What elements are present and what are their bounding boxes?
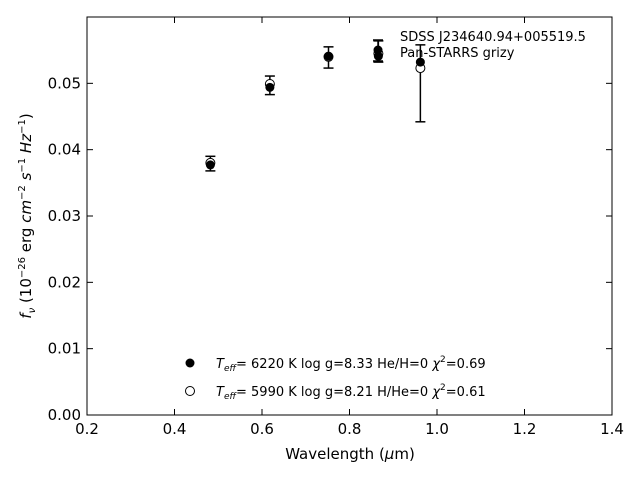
x-tick-label: 0.4 (163, 420, 187, 438)
y-tick-label: 0.04 (48, 141, 81, 159)
x-tick-label: 0.6 (250, 420, 274, 438)
y-tick-label: 0.03 (48, 207, 81, 225)
filled-marker (205, 160, 215, 170)
x-tick-label: 1.4 (600, 420, 624, 438)
data-markers (205, 48, 426, 170)
y-axis-ticks: 0.00 0.01 0.02 0.03 0.04 0.05 (48, 74, 612, 424)
observed-legend-line2: Pan-STARRS grizy (400, 46, 515, 61)
observed-legend-line1: SDSS J234640.94+005519.5 (400, 30, 586, 45)
y-tick-label: 0.02 (48, 273, 81, 291)
error-bars (205, 40, 426, 172)
filled-marker (265, 82, 275, 92)
model-legend-filled-marker (185, 358, 195, 368)
model-legend-open-marker (185, 386, 195, 396)
x-tick-label: 1.0 (425, 420, 449, 438)
observed-legend: SDSS J234640.94+005519.5 Pan-STARRS griz… (373, 30, 586, 62)
x-axis-ticks: 0.2 0.4 0.6 0.8 1.0 1.2 1.4 (75, 17, 624, 438)
y-tick-label: 0.00 (48, 406, 81, 424)
y-tick-label: 0.05 (48, 74, 81, 92)
x-tick-label: 0.2 (75, 420, 99, 438)
model-legend: Teff= 6220 K log g=8.33 He/H=0 χ2=0.69 T… (185, 355, 486, 402)
observed-legend-marker (373, 45, 383, 55)
filled-marker (415, 57, 425, 67)
y-tick-label: 0.01 (48, 340, 81, 358)
plot-frame (86, 16, 613, 416)
y-axis-label: fν (10−26 erg cm−2 s−1 Hz−1) (17, 113, 38, 318)
model-legend-entry-1: Teff= 6220 K log g=8.33 He/H=0 χ2=0.69 (216, 355, 486, 374)
model-legend-entry-2: Teff= 5990 K log g=8.21 H/He=0 χ2=0.61 (216, 383, 486, 402)
x-axis-label: Wavelength (μm) (285, 445, 415, 463)
filled-marker (324, 51, 333, 61)
x-tick-label: 0.8 (338, 420, 362, 438)
x-tick-label: 1.2 (513, 420, 537, 438)
